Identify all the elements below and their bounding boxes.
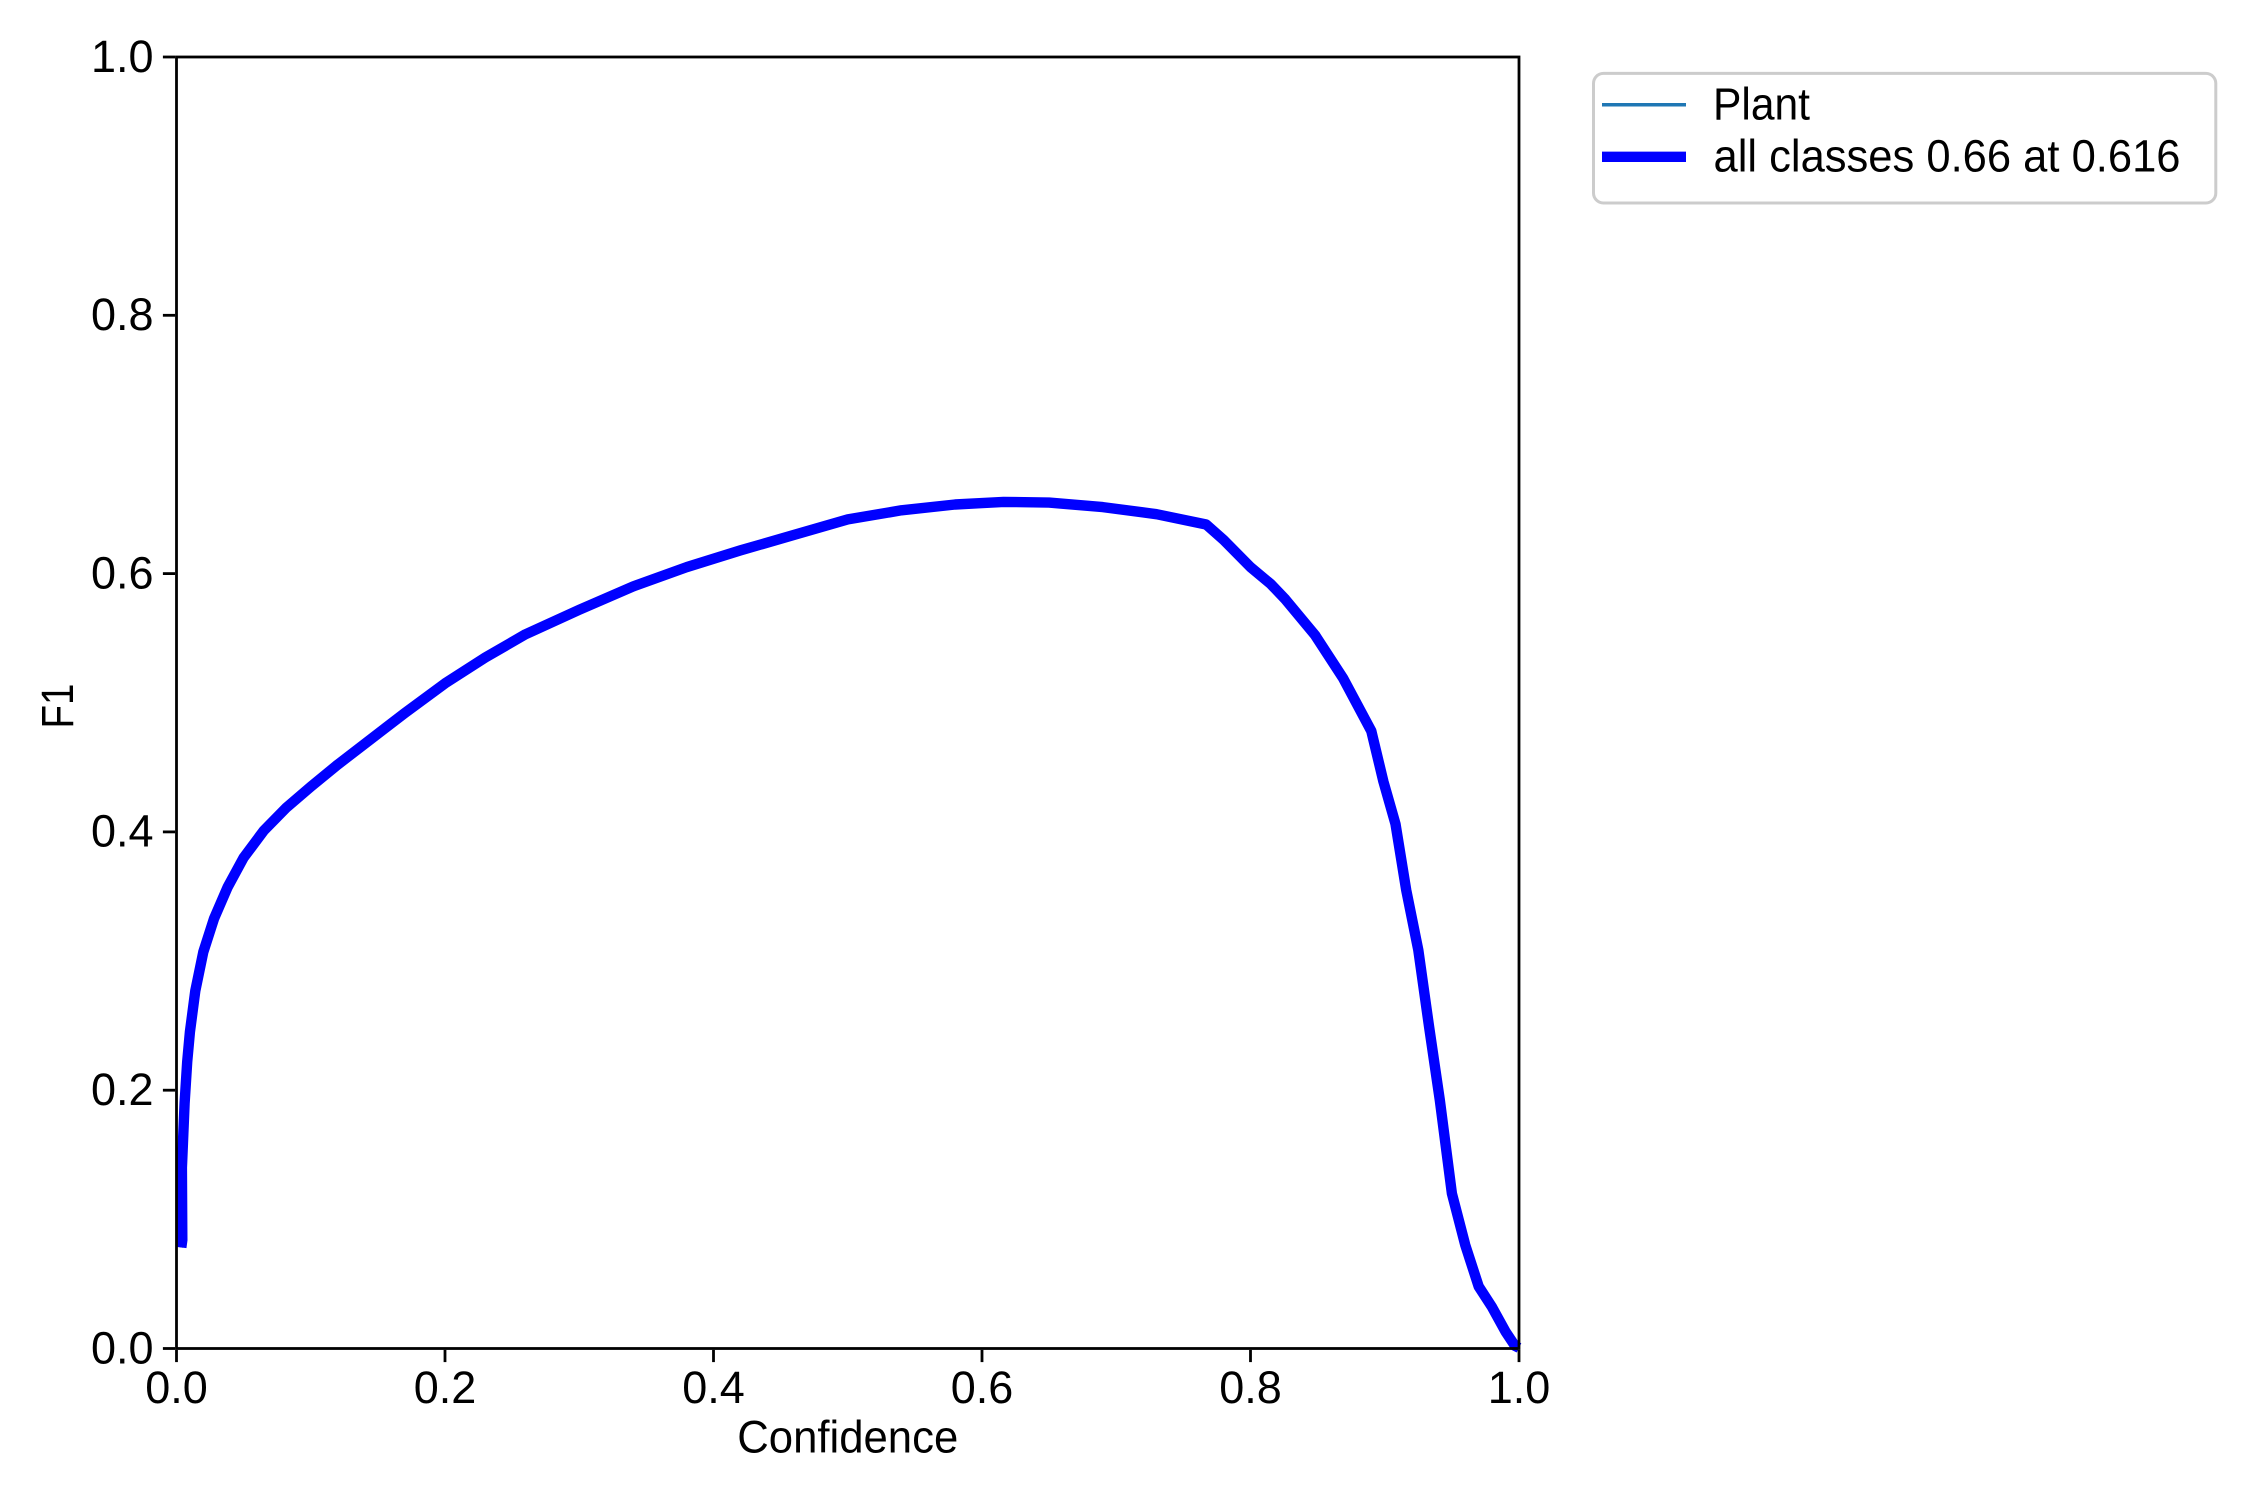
svg-text:all classes 0.66 at 0.616: all classes 0.66 at 0.616 xyxy=(1714,131,2181,182)
svg-text:1.0: 1.0 xyxy=(1488,1362,1551,1413)
svg-text:1.0: 1.0 xyxy=(91,31,154,82)
svg-text:Plant: Plant xyxy=(1713,79,1810,130)
svg-text:0.4: 0.4 xyxy=(91,806,154,857)
svg-text:0.2: 0.2 xyxy=(91,1064,154,1115)
svg-text:0.6: 0.6 xyxy=(91,547,154,598)
svg-text:0.8: 0.8 xyxy=(91,289,154,340)
svg-text:0.2: 0.2 xyxy=(414,1362,477,1413)
svg-text:0.6: 0.6 xyxy=(951,1362,1014,1413)
svg-text:F1: F1 xyxy=(32,684,83,729)
svg-text:0.8: 0.8 xyxy=(1219,1362,1282,1413)
svg-text:Confidence: Confidence xyxy=(737,1412,958,1463)
svg-text:0.0: 0.0 xyxy=(91,1322,154,1373)
svg-text:0.4: 0.4 xyxy=(682,1362,745,1413)
svg-text:0.0: 0.0 xyxy=(145,1362,208,1413)
